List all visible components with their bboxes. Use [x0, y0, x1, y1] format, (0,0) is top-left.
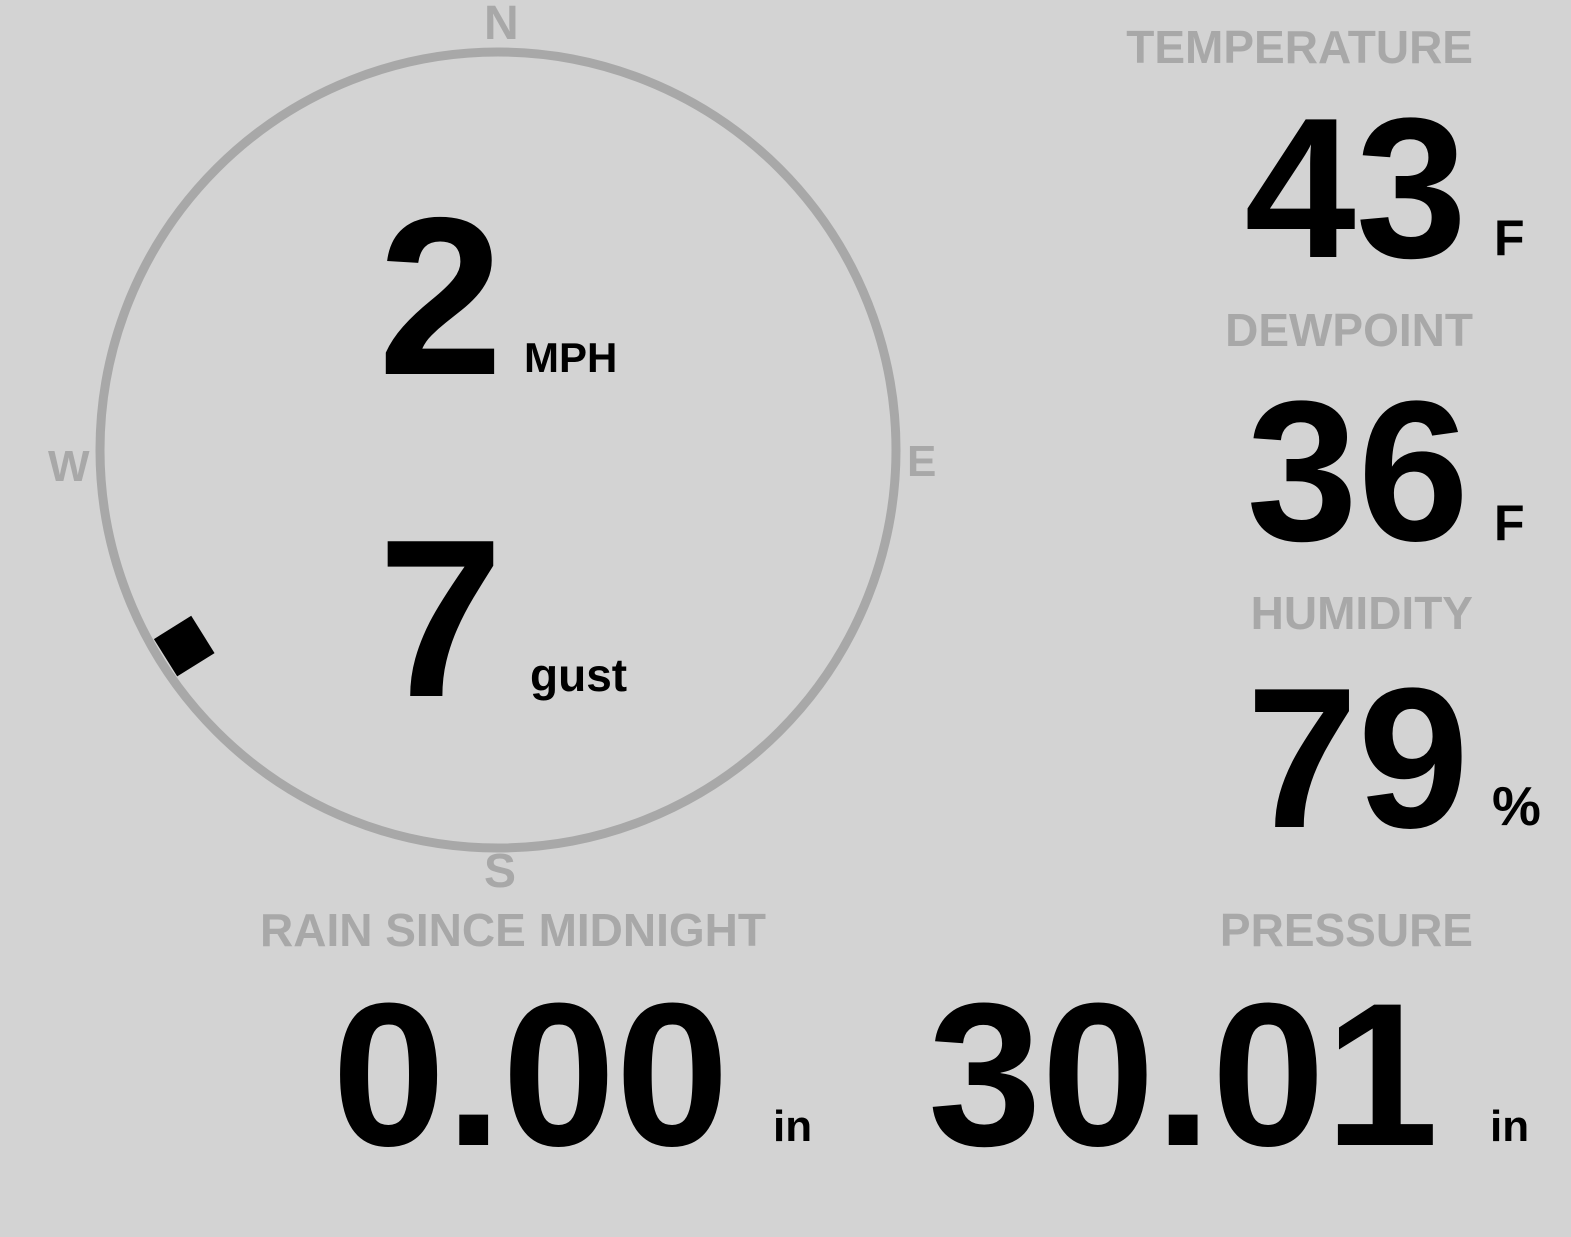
- wind-direction-marker: [153, 615, 215, 677]
- compass-east: E: [907, 437, 937, 486]
- compass-south: S: [484, 845, 517, 898]
- wind-speed-unit: MPH: [524, 334, 618, 381]
- temperature-value: 43: [1244, 77, 1467, 300]
- rain-value: 0.00: [332, 961, 730, 1189]
- rain-unit: in: [773, 1102, 813, 1151]
- temperature-label: TEMPERATURE: [1126, 21, 1473, 73]
- humidity-value: 79: [1246, 647, 1469, 870]
- pressure-label: PRESSURE: [1219, 904, 1473, 956]
- rain-label: RAIN SINCE MIDNIGHT: [260, 904, 766, 956]
- wind-speed-value: 2: [378, 170, 504, 422]
- dewpoint-unit: F: [1494, 495, 1525, 551]
- compass-north: N: [484, 0, 519, 50]
- pressure-value: 30.01: [928, 961, 1439, 1189]
- temperature-unit: F: [1494, 210, 1525, 266]
- wind-gust-value: 7: [378, 492, 504, 744]
- wind-gust-unit: gust: [530, 649, 628, 701]
- pressure-unit: in: [1490, 1102, 1530, 1151]
- humidity-unit: %: [1492, 775, 1541, 837]
- humidity-label: HUMIDITY: [1250, 587, 1473, 639]
- compass-west: W: [48, 442, 90, 491]
- dewpoint-label: DEWPOINT: [1225, 304, 1473, 356]
- compass-ring: [95, 47, 901, 853]
- dewpoint-value: 36: [1246, 360, 1469, 583]
